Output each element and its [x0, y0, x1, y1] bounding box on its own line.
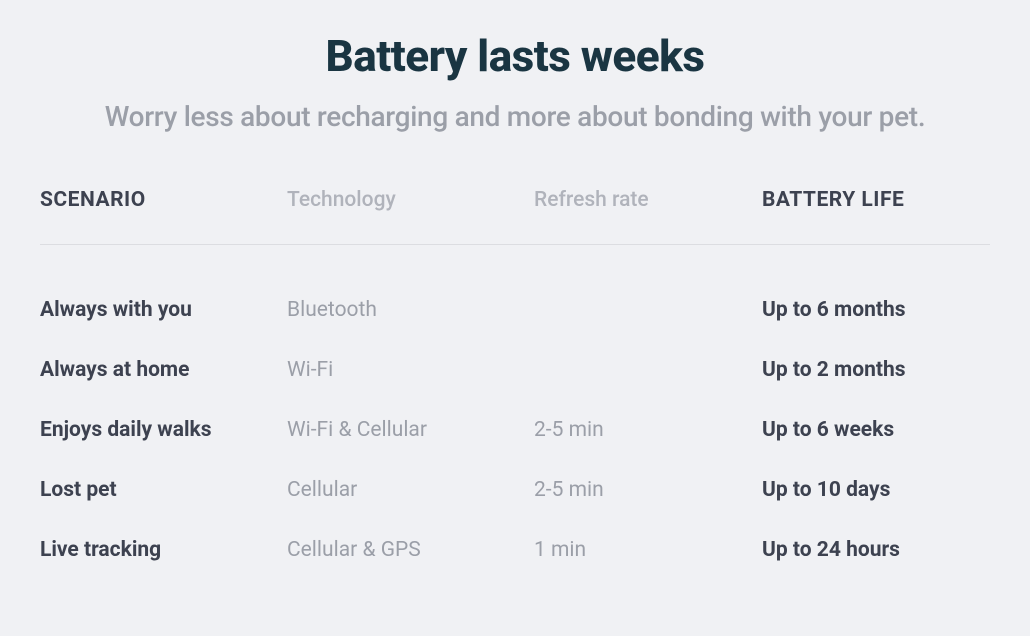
column-header-scenario: SCENARIO [40, 188, 287, 212]
table-row: Always with you Bluetooth Up to 6 months [40, 280, 990, 340]
page-subtitle: Worry less about recharging and more abo… [40, 100, 990, 133]
cell-refresh: 2-5 min [534, 478, 762, 502]
cell-technology: Wi-Fi [287, 358, 534, 382]
cell-battery: Up to 6 weeks [762, 418, 990, 442]
table-row: Always at home Wi-Fi Up to 2 months [40, 340, 990, 400]
cell-scenario: Enjoys daily walks [40, 418, 287, 442]
table-header-row: SCENARIO Technology Refresh rate BATTERY… [40, 188, 990, 245]
cell-technology: Cellular & GPS [287, 538, 534, 562]
cell-battery: Up to 2 months [762, 358, 990, 382]
cell-refresh: 2-5 min [534, 418, 762, 442]
cell-battery: Up to 6 months [762, 298, 990, 322]
table-row: Enjoys daily walks Wi-Fi & Cellular 2-5 … [40, 400, 990, 460]
page-title: Battery lasts weeks [40, 30, 990, 82]
table-row: Lost pet Cellular 2-5 min Up to 10 days [40, 460, 990, 520]
cell-scenario: Always at home [40, 358, 287, 382]
column-header-battery: BATTERY LIFE [762, 188, 990, 212]
column-header-technology: Technology [287, 188, 534, 212]
table-row: Live tracking Cellular & GPS 1 min Up to… [40, 520, 990, 580]
cell-battery: Up to 10 days [762, 478, 990, 502]
cell-technology: Cellular [287, 478, 534, 502]
cell-battery: Up to 24 hours [762, 538, 990, 562]
column-header-refresh: Refresh rate [534, 188, 762, 212]
cell-scenario: Always with you [40, 298, 287, 322]
cell-scenario: Live tracking [40, 538, 287, 562]
cell-technology: Bluetooth [287, 298, 534, 322]
battery-table: SCENARIO Technology Refresh rate BATTERY… [40, 188, 990, 580]
cell-scenario: Lost pet [40, 478, 287, 502]
cell-refresh: 1 min [534, 538, 762, 562]
cell-technology: Wi-Fi & Cellular [287, 418, 534, 442]
